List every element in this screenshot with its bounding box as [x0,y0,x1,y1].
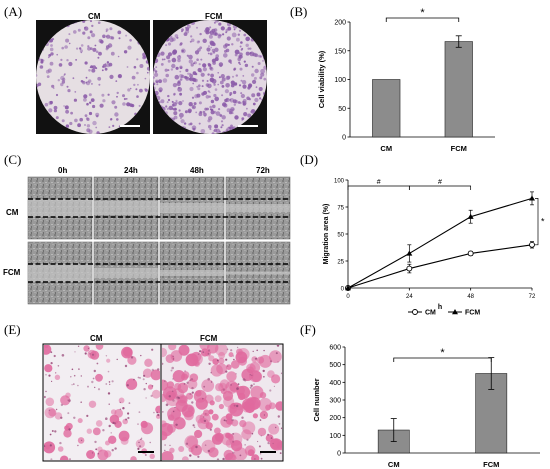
chart-d-line-cm [347,244,533,289]
panel-label-c: (C) [4,152,22,167]
chart-d-point-cm-72 [529,241,535,248]
chart-d-legend-marker-cm [412,309,418,315]
panel-e-col-cm: CM [90,334,103,343]
panel-label-f: (F) [300,322,316,337]
chart-d-ylabel: Migration area (%) [323,204,330,265]
chart-f-ylabel: Cell number [312,378,321,421]
chart-b-ytick-label-50: 50 [338,106,346,113]
chart-d-hash-label-0: # [377,179,381,186]
panel-c-col-24h: 24h [124,166,138,175]
chart-f-ytick-label-300: 300 [329,398,341,405]
chart-b: 0 50 100 150 200 CM FCM Cell viability (%) * [317,7,495,153]
chart-d-ytick-label-0: 0 [341,286,345,292]
chart-d-legend: CM FCM [408,309,480,317]
chart-d-point-fcm-48 [467,213,474,219]
chart-d-hash-bracket-1 [408,185,472,190]
chart-f-xtick-label-fcm: FCM [483,460,499,469]
panel-c-scratch-images [27,176,291,305]
chart-d: 0 25 50 75 100 0 24 48 72 h Migration area (%) # # * C… [323,178,545,316]
chart-d-point-fcm-0 [345,285,351,291]
panel-label-b: (B) [290,4,308,19]
panel-label-e: (E) [4,322,21,337]
chart-b-sig-bracket [385,17,460,22]
chart-d-legend-label-cm: CM [425,310,436,317]
chart-b-bar-fcm [444,41,473,138]
chart-d-ytick-label-100: 100 [334,178,345,184]
chart-f-ytick-label-600: 600 [329,345,341,352]
chart-d-ytick-label-25: 25 [337,259,344,265]
chart-d-legend-marker-fcm [452,309,458,315]
chart-d-point-cm-24 [406,265,413,272]
chart-d-hash-label-1: # [438,179,442,186]
chart-d-xtick-label-24: 24 [406,294,413,300]
chart-d-point-fcm-72 [529,195,535,201]
chart-b-ytick-label-150: 150 [334,48,346,55]
panel-e-col-fcm: FCM [200,334,218,343]
chart-f: 0 100 200 300 400 500 600 CM FCM Cell number * [312,345,540,469]
chart-b-sig-star: * [420,7,425,19]
chart-f-ytick-label-400: 400 [329,380,341,387]
chart-f-ytick-label-100: 100 [329,433,341,440]
panel-a-micrographs [36,20,267,134]
panel-a-col-cm: CM [88,12,101,21]
chart-f-sig-bracket [393,357,492,362]
chart-f-ytick-label-200: 200 [329,415,341,422]
chart-b-xtick-label-cm: CM [380,144,392,153]
chart-d-point-cm-48 [467,250,474,257]
chart-d-xtick-label-72: 72 [529,294,536,300]
panel-e-micrographs [42,343,284,462]
chart-b-bar-cm [372,79,401,138]
chart-d-xlabel: h [438,304,442,311]
chart-d-xtick-label-0: 0 [346,294,350,300]
chart-d-star-bracket [535,198,539,246]
chart-b-ytick-label-0: 0 [342,135,346,142]
chart-d-star-label: * [541,217,545,227]
chart-d-hash-bracket-0 [347,185,410,190]
chart-b-xtick-label-fcm: FCM [451,144,467,153]
panel-c-col-0h: 0h [58,166,68,175]
chart-f-ytick-label-0: 0 [337,451,341,458]
chart-f-sig-star: * [440,347,445,359]
panel-c-row-cm: CM [6,208,19,217]
chart-f-ytick-label-500: 500 [329,362,341,369]
chart-d-legend-label-fcm: FCM [465,310,480,317]
chart-b-ylabel: Cell viability (%) [317,50,326,108]
panel-label-a: (A) [4,4,23,19]
chart-f-xtick-label-cm: CM [388,460,400,469]
panel-c-col-48h: 48h [190,166,204,175]
chart-b-ytick-label-200: 200 [334,20,346,27]
panel-a-col-fcm: FCM [205,12,223,21]
chart-d-ytick-label-75: 75 [337,205,344,211]
chart-d-point-fcm-24 [406,250,413,256]
panel-c-col-72h: 72h [256,166,270,175]
chart-b-ytick-label-100: 100 [334,77,346,84]
panel-c-row-fcm: FCM [3,268,21,277]
chart-d-line-fcm [347,197,533,289]
panel-label-d: (D) [300,152,319,167]
chart-d-ytick-label-50: 50 [337,232,344,238]
chart-d-xtick-label-48: 48 [467,294,474,300]
